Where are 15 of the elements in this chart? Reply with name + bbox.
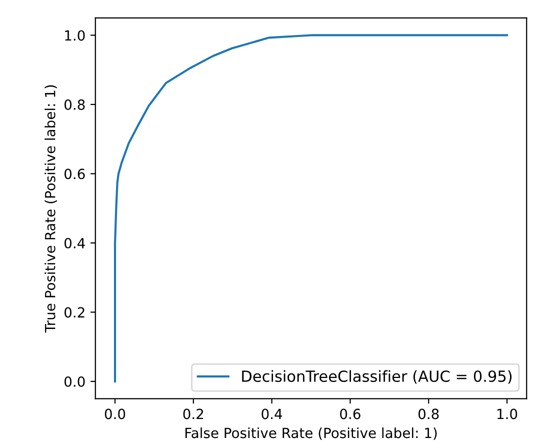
y-tick-label: 0.2: [64, 307, 84, 318]
legend-label: DecisionTreeClassifier (AUC = 0.95): [242, 370, 512, 384]
x-tick-label: 0.8: [418, 408, 439, 420]
x-tick-label: 0.4: [262, 408, 282, 420]
y-tick-label: 1.0: [65, 30, 85, 41]
y-axis-title: True Positive Rate (Positive label: 1): [44, 85, 57, 333]
x-tick-label: 0.0: [104, 408, 126, 420]
y-tick-label: 0.0: [64, 376, 85, 387]
y-tick-label: 0.4: [64, 238, 85, 248]
y-tick-label: 0.8: [64, 99, 85, 110]
x-tick-label: 0.2: [183, 408, 204, 420]
x-tick-label: 1.0: [497, 408, 518, 420]
y-tick-label: 0.6: [64, 168, 85, 180]
x-tick-label: 0.6: [340, 408, 360, 420]
x-axis-title: False Positive Rate (Positive label: 1): [185, 427, 437, 440]
